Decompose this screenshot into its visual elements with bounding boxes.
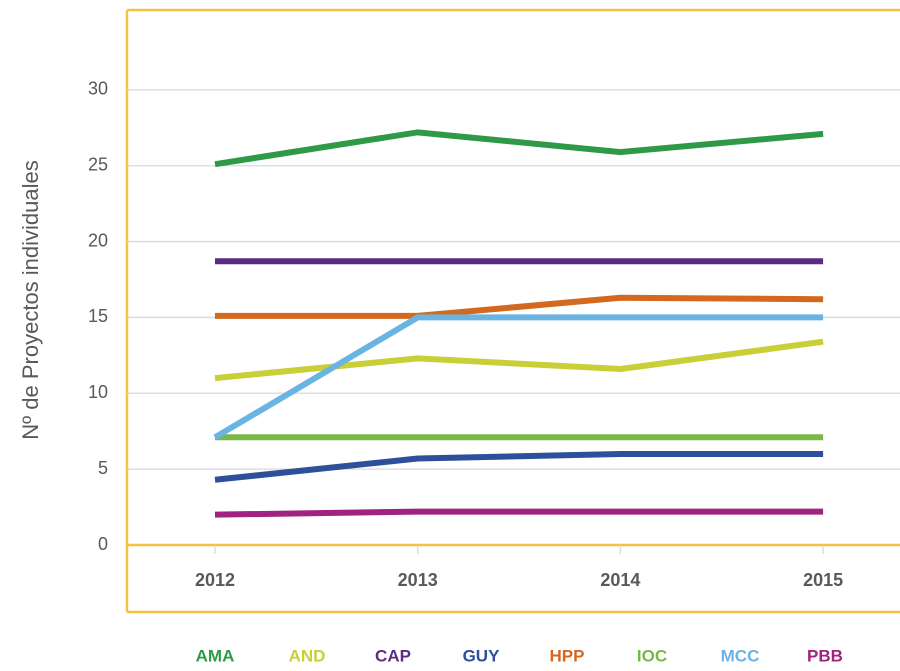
- legend-label: CAP: [375, 646, 411, 665]
- series-line: [214, 338, 824, 382]
- legend-label: AMA: [196, 646, 235, 665]
- series-line: [214, 450, 824, 483]
- y-tick-label: 5: [98, 458, 108, 478]
- y-tick-label: 10: [88, 382, 108, 402]
- x-tick-label: 2012: [195, 570, 235, 590]
- y-tick-label: 30: [88, 79, 108, 99]
- x-tick-label: 2015: [803, 570, 843, 590]
- legend-label: PBB: [807, 646, 843, 665]
- legend-label: IOC: [637, 646, 667, 665]
- y-axis-title: Nº de Proyectos individuales: [18, 160, 43, 440]
- series-line: [215, 294, 824, 319]
- y-tick-label: 15: [88, 306, 108, 326]
- legend-label: AND: [289, 646, 326, 665]
- y-tick-label: 25: [88, 154, 108, 174]
- legend-label: HPP: [550, 646, 585, 665]
- series-line: [214, 129, 824, 168]
- series-line: [213, 314, 824, 440]
- legend-label: GUY: [463, 646, 501, 665]
- x-tick-label: 2014: [600, 570, 640, 590]
- series-line: [214, 508, 824, 518]
- y-tick-label: 20: [88, 230, 108, 250]
- y-tick-label: 0: [98, 534, 108, 554]
- x-tick-label: 2013: [398, 570, 438, 590]
- legend-label: MCC: [721, 646, 760, 665]
